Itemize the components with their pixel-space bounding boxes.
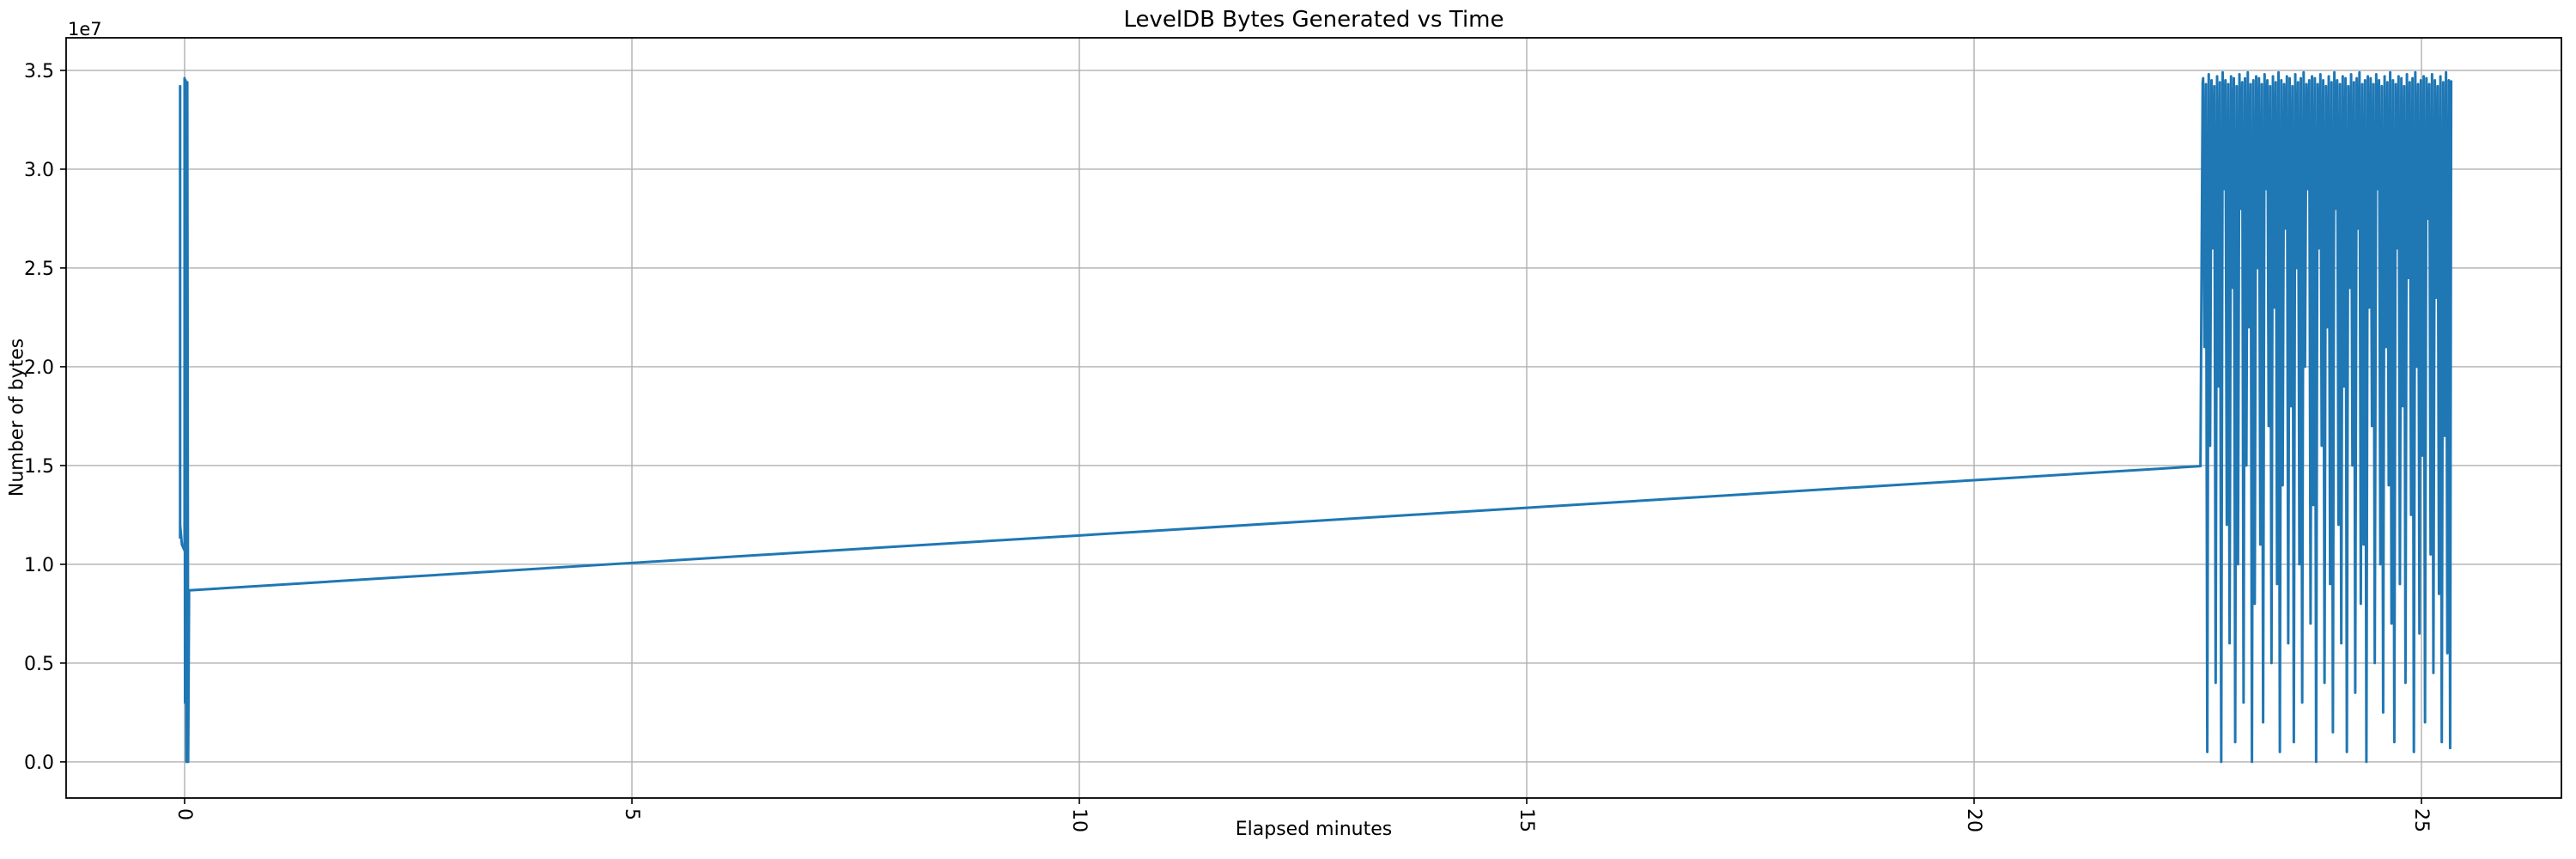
x-tick-label: 25 xyxy=(2410,808,2432,832)
y-tick-label: 1.5 xyxy=(24,456,54,478)
chart-title: LevelDB Bytes Generated vs Time xyxy=(1123,7,1504,33)
y-tick-label: 2.5 xyxy=(24,259,54,280)
y-tick-label: 3.5 xyxy=(24,61,54,82)
data-line-leveldb_bytes_generated xyxy=(179,70,2453,764)
axes-spines xyxy=(65,37,2562,799)
y-axis-label: Number of bytes xyxy=(6,338,28,497)
x-tick-label: 0 xyxy=(173,808,195,820)
x-tick-label: 15 xyxy=(1516,808,1537,832)
y-tick-label: 0.5 xyxy=(24,654,54,675)
y-tick-label: 1.0 xyxy=(24,555,54,576)
x-tick-label: 20 xyxy=(1963,808,1984,832)
y-tick-label: 2.0 xyxy=(24,357,54,379)
x-axis-label: Elapsed minutes xyxy=(1235,819,1393,840)
y-axis-offset-label: 1e7 xyxy=(68,19,102,40)
x-tick-label: 5 xyxy=(621,808,642,820)
y-tick-label: 0.0 xyxy=(24,752,54,774)
x-tick-label: 10 xyxy=(1068,808,1090,832)
y-tick-label: 3.0 xyxy=(24,160,54,181)
